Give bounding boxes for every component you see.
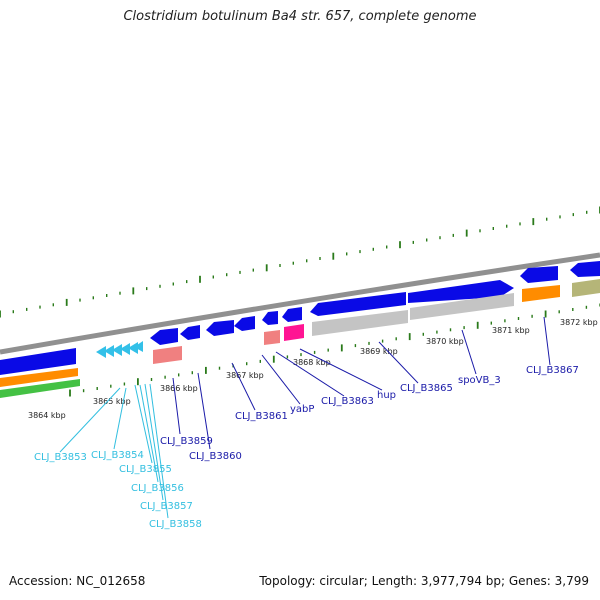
kbp-labels: 3864 kbp 3865 kbp 3866 kbp 3867 kbp 3868… xyxy=(28,318,598,420)
gene-block[interactable] xyxy=(572,279,600,297)
kbp-label: 3868 kbp xyxy=(293,358,331,367)
gene-arrow[interactable] xyxy=(134,341,143,352)
gene-arrow[interactable] xyxy=(112,344,122,356)
cyan-leader-lines xyxy=(59,383,169,519)
inner-tick-ring xyxy=(69,303,600,397)
gene-label[interactable]: hup xyxy=(377,390,396,401)
gene-arrow[interactable] xyxy=(570,261,600,277)
gene-block[interactable] xyxy=(284,324,304,341)
gene-label[interactable]: CLJ_B3855 xyxy=(119,464,172,475)
gene-arrow[interactable] xyxy=(282,307,302,322)
gene-arrow[interactable] xyxy=(96,346,106,358)
gene-block[interactable] xyxy=(312,310,408,336)
gene-label[interactable]: CLJ_B3859 xyxy=(160,436,213,447)
gene-label[interactable]: spoVB_3 xyxy=(458,375,501,386)
gene-block[interactable] xyxy=(264,330,280,345)
gene-block[interactable] xyxy=(410,293,514,320)
gene-label[interactable]: CLJ_B3858 xyxy=(149,519,202,530)
map-title: Clostridium botulinum Ba4 str. 657, comp… xyxy=(123,9,477,24)
outer-tick-ring xyxy=(0,206,600,318)
kbp-label: 3867 kbp xyxy=(226,371,264,380)
gene-label[interactable]: CLJ_B3867 xyxy=(526,365,579,376)
gene-arrow[interactable] xyxy=(520,266,558,283)
cyan-gene-labels: CLJ_B3853 CLJ_B3854 CLJ_B3855 CLJ_B3856 … xyxy=(34,450,202,530)
gene-block[interactable] xyxy=(0,348,76,375)
gene-label[interactable]: CLJ_B3863 xyxy=(321,396,374,407)
gene-arrow[interactable] xyxy=(262,311,278,325)
gene-arrow[interactable] xyxy=(206,320,234,336)
kbp-label: 3871 kbp xyxy=(492,326,530,335)
blue-gene-group xyxy=(150,261,600,345)
gene-block[interactable] xyxy=(522,285,560,302)
gene-arrow[interactable] xyxy=(104,345,114,357)
cyan-gene-group xyxy=(96,341,143,358)
kbp-label: 3869 kbp xyxy=(360,347,398,356)
gene-arrow[interactable] xyxy=(234,316,255,331)
gene-label[interactable]: yabP xyxy=(290,404,314,415)
gene-arrow[interactable] xyxy=(180,325,200,340)
gene-arrow[interactable] xyxy=(310,292,406,316)
gene-block[interactable] xyxy=(153,346,182,364)
kbp-label: 3872 kbp xyxy=(560,318,598,327)
gene-arrow[interactable] xyxy=(150,328,178,345)
gene-arrow[interactable] xyxy=(128,342,138,354)
gene-label[interactable]: CLJ_B3856 xyxy=(131,483,184,494)
gene-label[interactable]: CLJ_B3865 xyxy=(400,383,453,394)
gene-arrow[interactable] xyxy=(120,343,130,355)
kbp-label: 3866 kbp xyxy=(160,384,198,393)
kbp-label: 3865 kbp xyxy=(93,397,131,406)
topology-summary: Topology: circular; Length: 3,977,794 bp… xyxy=(259,574,589,588)
gene-block[interactable] xyxy=(0,379,80,398)
kbp-label: 3864 kbp xyxy=(28,411,66,420)
gene-label[interactable]: CLJ_B3854 xyxy=(91,450,144,461)
genome-backbone xyxy=(0,252,600,355)
kbp-label: 3870 kbp xyxy=(426,337,464,346)
gene-label[interactable]: CLJ_B3857 xyxy=(140,501,193,512)
blue-gene-labels: CLJ_B3859 CLJ_B3860 CLJ_B3861 yabP CLJ_B… xyxy=(160,365,579,462)
gene-label[interactable]: CLJ_B3861 xyxy=(235,411,288,422)
blue-leader-lines xyxy=(172,316,551,450)
gene-label[interactable]: CLJ_B3860 xyxy=(189,451,242,462)
gene-label[interactable]: CLJ_B3853 xyxy=(34,452,87,463)
accession-text: Accession: NC_012658 xyxy=(9,574,146,588)
gene-block[interactable] xyxy=(0,368,78,387)
